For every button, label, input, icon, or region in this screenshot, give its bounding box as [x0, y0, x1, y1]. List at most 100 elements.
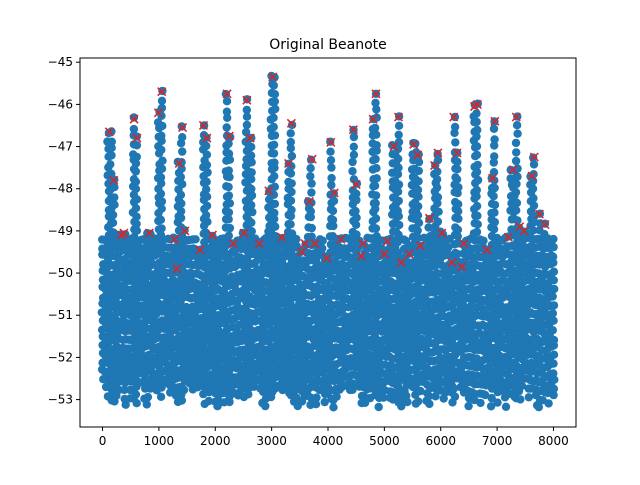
- scatter-point: [414, 157, 424, 167]
- scatter-point: [548, 292, 557, 301]
- y-tick-label: −51: [48, 308, 73, 322]
- scatter-point: [248, 207, 257, 217]
- scatter-point: [489, 168, 499, 177]
- scatter-point: [132, 212, 141, 221]
- scatter-point: [329, 196, 339, 206]
- scatter-point: [249, 382, 259, 391]
- scatter-point: [176, 207, 186, 216]
- scatter-point: [434, 207, 443, 216]
- scatter-point: [176, 172, 185, 182]
- scatter-point: [132, 219, 141, 229]
- scatter-point: [432, 183, 442, 192]
- scatter-point: [202, 141, 211, 151]
- scatter-point: [286, 137, 295, 147]
- scatter-point: [472, 109, 481, 118]
- scatter-point: [286, 129, 295, 138]
- scatter-point: [451, 138, 460, 147]
- scatter-point: [201, 211, 211, 220]
- scatter-point: [402, 391, 411, 400]
- scatter-point: [156, 173, 166, 182]
- scatter-point: [513, 172, 522, 181]
- scatter-point: [176, 190, 186, 200]
- scatter-point: [320, 397, 329, 407]
- scatter-point: [472, 117, 481, 127]
- scatter-point: [132, 141, 142, 150]
- scatter-point: [271, 222, 280, 231]
- scatter-point: [270, 158, 279, 167]
- scatter-point: [179, 385, 189, 395]
- scatter-point: [472, 167, 482, 177]
- scatter-point: [292, 234, 301, 244]
- scatter-point: [247, 227, 256, 236]
- scatter-point: [371, 199, 380, 208]
- x-tick-label: 3000: [256, 434, 287, 448]
- scatter-point: [270, 182, 279, 191]
- scatter-point: [327, 180, 336, 190]
- scatter-point: [176, 213, 186, 223]
- scatter-point: [108, 218, 118, 227]
- scatter-point: [414, 397, 423, 406]
- scatter-point: [131, 204, 141, 213]
- x-tick-label: 0: [99, 434, 107, 448]
- plot-area: [97, 71, 559, 412]
- x-tick-label: 8000: [538, 434, 569, 448]
- scatter-point: [241, 127, 251, 137]
- scatter-point: [270, 73, 279, 82]
- scatter-point: [269, 81, 278, 90]
- scatter-point: [202, 192, 212, 201]
- scatter-point: [157, 179, 166, 188]
- scatter-point: [370, 181, 380, 190]
- scatter-point: [544, 399, 553, 408]
- scatter-point: [329, 403, 338, 412]
- scatter-point: [129, 113, 139, 122]
- scatter-point: [450, 112, 460, 122]
- scatter-point: [512, 206, 521, 215]
- scatter-point: [490, 183, 499, 193]
- scatter-point: [511, 156, 521, 166]
- scatter-point: [120, 385, 129, 395]
- scatter-point: [306, 164, 315, 173]
- scatter-point: [454, 200, 463, 209]
- y-tick-label: −46: [48, 97, 73, 111]
- scatter-point: [413, 211, 423, 220]
- scatter-point: [223, 113, 232, 123]
- scatter-point: [177, 199, 186, 208]
- scatter-point: [425, 399, 434, 409]
- scatter-point: [270, 97, 279, 106]
- y-tick-label: −52: [48, 350, 73, 364]
- scatter-point: [287, 205, 296, 215]
- scatter-point: [433, 217, 443, 226]
- scatter-point: [247, 158, 256, 167]
- scatter-point: [224, 208, 234, 217]
- scatter-point: [224, 191, 234, 200]
- scatter-point: [270, 199, 280, 209]
- scatter-point: [489, 124, 499, 133]
- scatter-point: [270, 172, 279, 181]
- scatter-point: [270, 208, 279, 218]
- x-tick-label: 5000: [369, 434, 400, 448]
- scatter-point: [472, 142, 482, 151]
- scatter-point: [307, 188, 316, 197]
- scatter-point: [110, 183, 119, 192]
- scatter-point: [414, 166, 423, 176]
- scatter-point: [286, 220, 295, 229]
- scatter-point: [529, 201, 539, 210]
- scatter-point: [450, 392, 460, 401]
- scatter-point: [414, 177, 423, 186]
- scatter-point: [394, 130, 403, 139]
- scatter-point: [110, 193, 119, 202]
- scatter-point: [371, 98, 380, 108]
- scatter-point: [452, 175, 462, 184]
- scatter-point: [549, 369, 558, 378]
- scatter-point: [433, 193, 443, 202]
- scatter-point: [156, 189, 166, 198]
- scatter-point: [349, 132, 359, 142]
- scatter-point: [490, 208, 499, 217]
- scatter-point: [512, 198, 522, 208]
- scatter-point: [371, 214, 381, 223]
- scatter-point: [318, 236, 327, 245]
- scatter-point: [247, 191, 257, 200]
- scatter-point: [242, 105, 251, 115]
